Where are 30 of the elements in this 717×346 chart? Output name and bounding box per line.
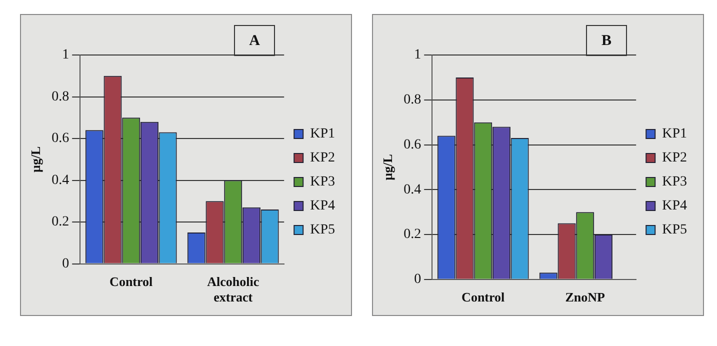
x-tick-label: ZnoNP <box>565 290 606 305</box>
x-tick-label: Control <box>110 274 154 289</box>
y-tick-label: 0.6 <box>52 131 70 146</box>
y-tick-label: 0.6 <box>404 137 422 152</box>
y-tick-label: 0.8 <box>404 92 422 108</box>
legend-label: KP2 <box>662 150 688 166</box>
legend-label: KP2 <box>310 150 336 166</box>
legend-label: KP1 <box>310 126 336 142</box>
legend-label: KP3 <box>310 174 336 190</box>
y-tick-label: 0.2 <box>52 214 70 230</box>
legend-label: KP3 <box>662 174 688 190</box>
legend-label: KP5 <box>310 222 336 238</box>
x-tick-label: Alcoholic extract <box>207 274 260 305</box>
y-axis-title: µg/L <box>380 154 396 180</box>
chart-title: A <box>249 32 260 49</box>
y-tick-label: 0 <box>62 256 70 272</box>
legend-label: KP5 <box>662 222 688 238</box>
chart-title: B <box>601 32 612 49</box>
legend-label: KP4 <box>310 198 336 214</box>
y-tick-label: 0.4 <box>52 172 70 188</box>
y-tick-label: 0 <box>414 272 422 288</box>
legend-label: KP4 <box>662 198 688 214</box>
y-tick-label: 0.4 <box>404 182 422 198</box>
y-tick-label: 0.8 <box>52 89 70 104</box>
x-tick-label: Control <box>462 290 506 305</box>
y-tick-label: 1 <box>414 48 422 63</box>
y-tick-label: 1 <box>62 48 70 63</box>
y-tick-label: 0.2 <box>404 227 422 242</box>
y-axis-title: µg/L <box>28 146 44 173</box>
legend-label: KP1 <box>662 126 688 142</box>
